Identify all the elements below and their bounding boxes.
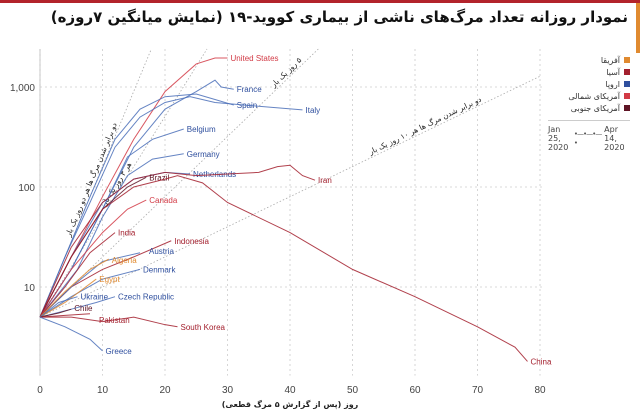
series-line-india — [39, 232, 116, 318]
series-label: Indonesia — [174, 237, 209, 246]
y-tick-label: 100 — [18, 183, 35, 194]
series-label: Egypt — [99, 275, 120, 284]
reference-line-label: دو برابر شدن مرگ ها هر ۱۰ روز یک بار — [366, 94, 483, 157]
legend-item-europe: اروپا — [548, 78, 630, 90]
series-label: Denmark — [143, 265, 176, 274]
right-accent-strip — [636, 3, 640, 53]
reference-line-label: دو برابر شدن مرگ ها هر دو روز یک بار — [62, 121, 119, 239]
series-label: Austria — [149, 247, 174, 256]
series-label: Brazil — [149, 173, 169, 182]
legend-item-africa: آفریقا — [548, 54, 630, 66]
series-label: China — [531, 357, 552, 366]
x-tick-label: 0 — [37, 385, 43, 396]
series-label: South Korea — [181, 323, 226, 332]
legend-divider — [548, 120, 630, 121]
x-tick-label: 70 — [472, 385, 484, 396]
reference-line — [39, 48, 152, 318]
series-line-chile — [39, 308, 72, 318]
date-range: Jan 25, 2020 •—•—•—• Apr 14, 2020 — [548, 125, 630, 152]
x-tick-label: 80 — [534, 385, 546, 396]
series-line-austria — [39, 252, 141, 318]
series-line-italy — [39, 96, 303, 318]
series-label: Canada — [149, 196, 178, 205]
series-line-egypt — [39, 278, 97, 318]
date-start: Jan 25, 2020 — [548, 125, 569, 152]
series-line-algeria — [39, 258, 109, 318]
series-label: Ukraine — [81, 293, 109, 302]
series-line-germany — [39, 153, 184, 318]
series-line-denmark — [39, 268, 141, 318]
reference-line — [39, 75, 541, 318]
series-label: Germany — [187, 150, 220, 159]
legend-label: آمریکای شمالی — [568, 91, 620, 101]
x-tick-label: 10 — [97, 385, 109, 396]
legend-item-south-america: آمریکای جنوبی — [548, 102, 630, 114]
legend-item-asia: آسیا — [548, 66, 630, 78]
series-line-spain — [39, 93, 234, 318]
series-line-iran — [39, 164, 316, 318]
legend-swatch — [624, 93, 630, 99]
chart-title: نمودار روزانه تعداد مرگ‌های ناشی از بیما… — [50, 8, 628, 26]
legend-label: آمریکای جنوبی — [570, 103, 620, 113]
series-label: Greece — [106, 347, 133, 356]
series-label: Italy — [306, 106, 321, 115]
legend-swatch — [624, 57, 630, 63]
x-axis-label: روز (پس از گزارش ۵ مرگ قطعی) — [221, 400, 359, 409]
series-label: Belgium — [187, 125, 216, 134]
series-label: United States — [231, 54, 279, 63]
date-end: Apr 14, 2020 — [604, 125, 625, 152]
legend-swatch — [624, 105, 630, 111]
series-line-pakistan — [39, 313, 91, 318]
legend-swatch — [624, 69, 630, 75]
y-tick-label: 10 — [24, 283, 36, 294]
x-tick-label: 20 — [159, 385, 171, 396]
series-label: Chile — [74, 304, 93, 313]
series-line-greece — [39, 316, 103, 352]
series-line-south-korea — [40, 316, 178, 328]
series-line-ukraine — [39, 296, 78, 318]
x-tick-label: 40 — [284, 385, 296, 396]
series-label: France — [237, 85, 262, 94]
legend-swatch — [624, 81, 630, 87]
legend-label: آسیا — [606, 67, 620, 77]
series-line-canada — [39, 199, 147, 318]
legend-label: اروپا — [605, 79, 620, 89]
series-line-china — [39, 175, 528, 362]
y-tick-label: 1,000 — [10, 83, 35, 94]
legend: آفریقا آسیا اروپا آمریکای شمالی آمریکای … — [548, 54, 630, 152]
legend-item-north-america: آمریکای شمالی — [548, 90, 630, 102]
series-label: Iran — [318, 176, 332, 185]
x-tick-label: 60 — [409, 385, 421, 396]
x-tick-label: 30 — [222, 385, 234, 396]
series-label: India — [118, 229, 136, 238]
date-arrow-icon: •—•—•—• — [573, 129, 602, 147]
legend-label: آفریقا — [600, 55, 620, 65]
series-label: Algeria — [112, 256, 137, 265]
top-accent-bar — [0, 0, 640, 3]
x-tick-label: 50 — [347, 385, 359, 396]
series-label: Czech Republic — [118, 293, 174, 302]
